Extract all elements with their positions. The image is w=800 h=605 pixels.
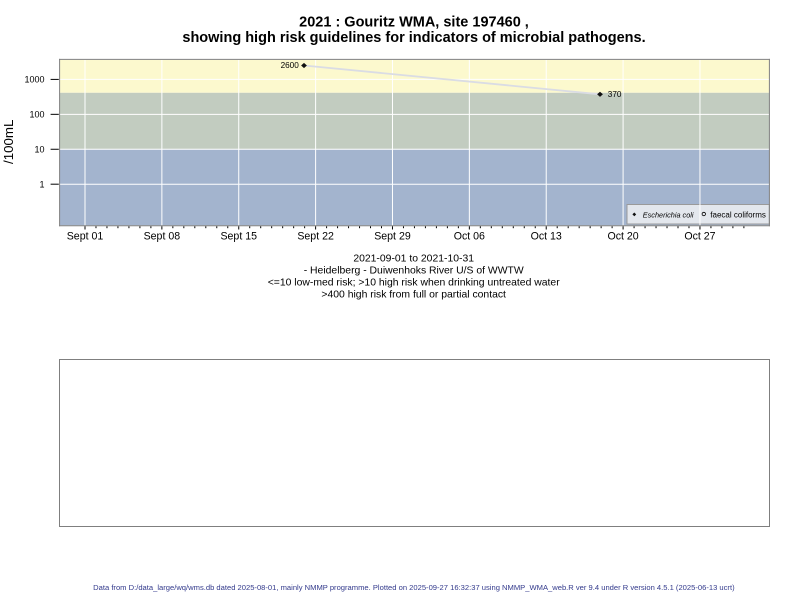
- svg-text:2021 : Gouritz WMA, site 19746: 2021 : Gouritz WMA, site 197460 ,: [299, 15, 529, 31]
- svg-text:2600: 2600: [281, 61, 300, 70]
- svg-text:Oct 27: Oct 27: [684, 231, 715, 243]
- svg-text:Sept 15: Sept 15: [220, 231, 257, 243]
- svg-text:/100mL: /100mL: [1, 120, 16, 164]
- svg-text:Sept 29: Sept 29: [374, 231, 411, 243]
- svg-text:1000: 1000: [24, 75, 44, 85]
- svg-text:faecal coliforms: faecal coliforms: [710, 210, 766, 219]
- svg-text:Oct 13: Oct 13: [531, 231, 562, 243]
- svg-text:Escherichia coli: Escherichia coli: [643, 210, 694, 219]
- svg-text:>400 high risk from full or pa: >400 high risk from full or partial cont…: [321, 290, 506, 301]
- svg-text:Oct 20: Oct 20: [607, 231, 638, 243]
- svg-text:Sept 01: Sept 01: [67, 231, 104, 243]
- svg-text:Data from D:/data_large/wq/wms: Data from D:/data_large/wq/wms.db dated …: [93, 583, 735, 592]
- svg-text:Sept 08: Sept 08: [144, 231, 181, 243]
- svg-text:2021-09-01 to 2021-10-31: 2021-09-01 to 2021-10-31: [353, 253, 474, 264]
- svg-text:Oct 06: Oct 06: [454, 231, 485, 243]
- svg-text:1: 1: [39, 180, 44, 190]
- svg-text:showing high risk guidelines f: showing high risk guidelines for indicat…: [182, 30, 645, 46]
- svg-text:100: 100: [29, 110, 44, 120]
- svg-text:<=10 low-med risk; >10 high ri: <=10 low-med risk; >10 high risk when dr…: [268, 278, 560, 289]
- svg-text:370: 370: [608, 90, 622, 99]
- svg-text:Sept 22: Sept 22: [297, 231, 334, 243]
- svg-text:10: 10: [34, 145, 44, 155]
- svg-text:- Heidelberg - Duiwenhoks Rive: - Heidelberg - Duiwenhoks River U/S of W…: [304, 265, 524, 276]
